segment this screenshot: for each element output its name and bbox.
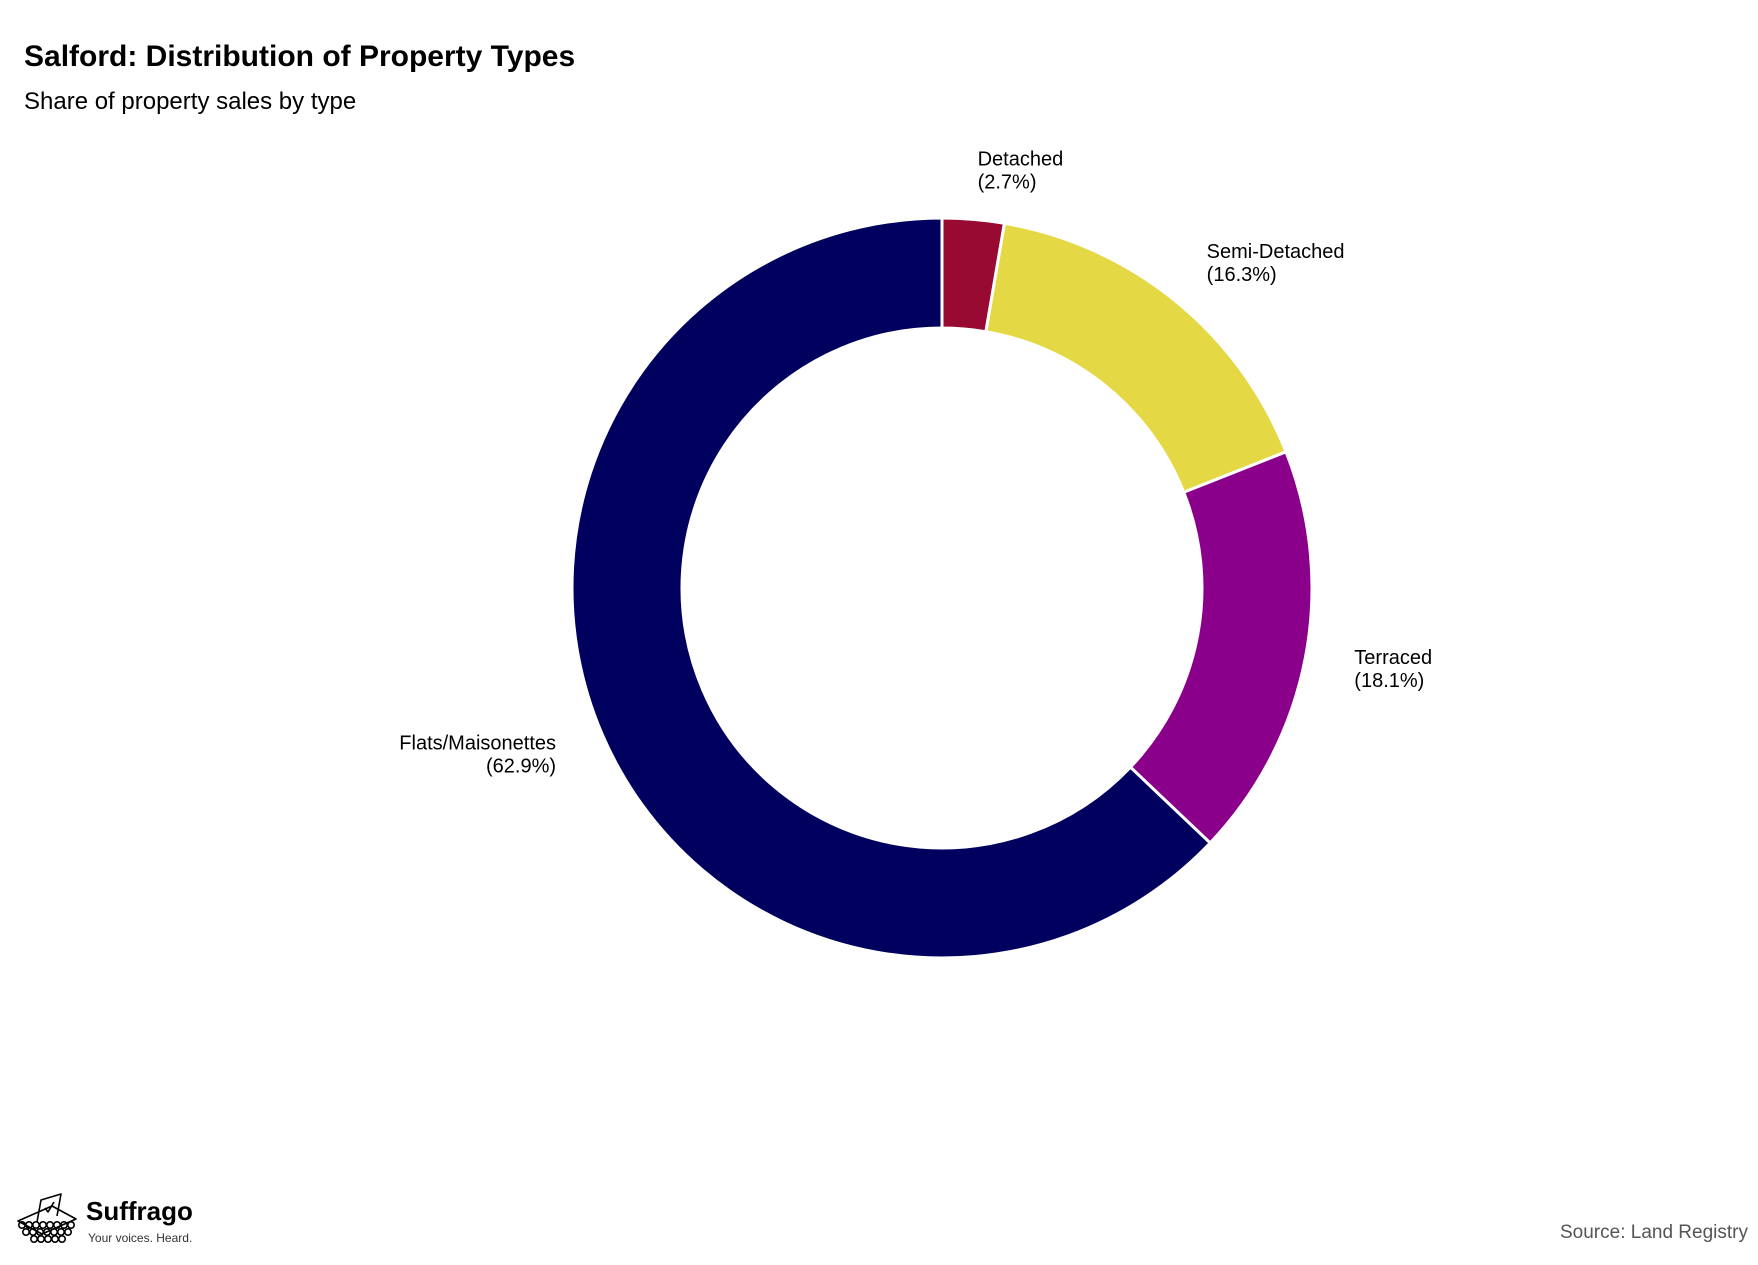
slice-label-name: Semi-Detached: [1207, 241, 1345, 263]
slice-label-flats-maisonettes: Flats/Maisonettes (62.9%): [399, 733, 556, 778]
slice-label-value: (16.3%): [1207, 264, 1277, 286]
brand-name: Suffrago: [86, 1196, 193, 1226]
slice-label-semi-detached: Semi-Detached (16.3%): [1207, 241, 1345, 286]
slice-terraced: [1128, 449, 1314, 846]
slice-label-terraced: Terraced (18.1%): [1354, 647, 1432, 692]
slice-label-detached: Detached (2.7%): [978, 149, 1064, 194]
slice-label-name: Detached: [978, 149, 1064, 171]
slice-labels: Detached (2.7%) Semi-Detached (16.3%) Terrac…: [399, 149, 1432, 778]
donut-slices: [570, 216, 1314, 960]
slice-flats-maisonettes: [570, 216, 1213, 960]
suffrago-logo-icon: [17, 1193, 77, 1243]
chart-subtitle: Share of property sales by type: [24, 88, 357, 115]
slice-label-value: (2.7%): [978, 172, 1037, 194]
chart-title: Salford: Distribution of Property Types: [24, 40, 576, 73]
brand-tagline: Your voices. Heard.: [88, 1231, 193, 1245]
slice-label-name: Flats/Maisonettes: [399, 733, 556, 755]
slice-label-value: (62.9%): [486, 756, 556, 778]
slice-label-value: (18.1%): [1354, 670, 1424, 692]
source-note: Source: Land Registry: [1560, 1222, 1748, 1243]
slice-label-name: Terraced: [1354, 647, 1432, 669]
